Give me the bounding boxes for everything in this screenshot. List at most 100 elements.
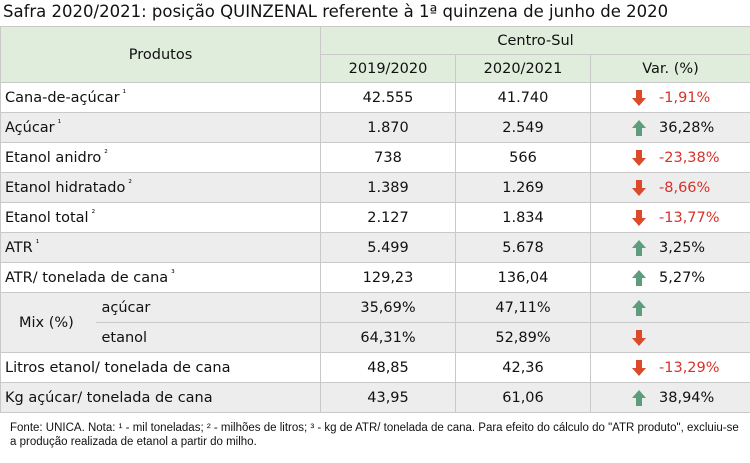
header-row: 2019/2020 2020/2021 Var. (%) [1, 54, 750, 83]
header-products: Produtos [0, 26, 322, 83]
note-mark: ² [104, 149, 108, 159]
note-mark: ¹ [35, 239, 40, 249]
value-2020: 1.834 [455, 202, 592, 233]
value-2020: 2.549 [455, 112, 592, 143]
variation: -13,77% [590, 202, 750, 233]
arrow-down [632, 150, 647, 166]
arrow-shape [632, 330, 647, 346]
variation-text: 5,27% [659, 269, 706, 286]
arrow-down [632, 90, 647, 106]
product-name: Etanol hidratado [5, 180, 126, 196]
value-2020: 566 [455, 142, 592, 173]
table-row: Mix (%) açúcar 35,69% 47,11% [0, 292, 750, 353]
product-name: Cana-de-açúcar [5, 90, 120, 106]
table: Produtos Centro-Sul 2019/2020 2020/2021 … [0, 26, 750, 413]
variation-text: 3,25% [659, 239, 706, 256]
product-name: Etanol total [5, 210, 89, 226]
arrow-up [632, 300, 647, 316]
header-region: Centro-Sul [320, 26, 750, 55]
table-row: Etanol anidro ² 738 566 -23,38% [0, 142, 750, 173]
sub-product: açúcar [95, 292, 322, 323]
arrow-shape [632, 240, 647, 256]
arrow-shape [632, 180, 647, 196]
arrow-down [632, 360, 647, 376]
product: Kg açúcar/ tonelada de cana [0, 382, 322, 413]
value-2020: 52,89% [455, 322, 592, 353]
variation: -23,38% [590, 142, 750, 173]
arrow-up [632, 270, 647, 286]
table-row: etanol 64,31% 52,89% [1, 322, 750, 353]
arrow-shape [632, 210, 647, 226]
note-mark: ³ [171, 269, 175, 279]
header-column: 2019/2020 [320, 54, 457, 83]
table-row: ATR ¹ 5.499 5.678 3,25% [0, 232, 750, 263]
value-2019: 2.127 [320, 202, 457, 233]
table-row: Etanol hidratado ² 1.389 1.269 -8,66% [0, 172, 750, 203]
value-2020: 136,04 [455, 262, 592, 293]
product: Açúcar ¹ [0, 112, 322, 143]
arrow-shape [632, 90, 647, 106]
arrow-shape [632, 120, 647, 136]
product: Etanol total ² [0, 202, 322, 233]
product: Litros etanol/ tonelada de cana [0, 352, 322, 383]
variation: 5,27% [590, 262, 750, 293]
product: ATR ¹ [0, 232, 322, 263]
note-mark: ² [128, 179, 132, 189]
arrow-up [632, 240, 647, 256]
arrow-shape [632, 360, 647, 376]
sub-product: etanol [95, 322, 322, 353]
note-mark: ¹ [122, 89, 127, 99]
table-row: Kg açúcar/ tonelada de cana 43,95 61,06 38,… [0, 382, 750, 413]
value-2019: 43,95 [320, 382, 457, 413]
header-row: Produtos Centro-Sul [0, 26, 750, 83]
value-2020: 61,06 [455, 382, 592, 413]
note-mark: ² [91, 209, 96, 219]
arrow-down [632, 180, 647, 196]
value-2020: 41.740 [455, 82, 592, 113]
arrow-down [632, 330, 647, 346]
product: Etanol anidro ² [0, 142, 322, 173]
arrow-shape [632, 390, 647, 406]
product-name: ATR [5, 240, 33, 256]
product: ATR/ tonelada de cana ³ [0, 262, 322, 293]
product-name: Açúcar [5, 120, 55, 136]
footnote: Fonte: UNICA. Nota: ¹ - mil toneladas; ²… [10, 422, 739, 448]
table-row: ATR/ tonelada de cana ³ 129,23 136,04 5,27% [0, 262, 750, 293]
variation [590, 322, 750, 353]
value-2020: 1.269 [455, 172, 592, 203]
table-header: Produtos Centro-Sul 2019/2020 2020/2021 … [0, 26, 750, 83]
note-mark: ¹ [57, 119, 62, 129]
table-row: Litros etanol/ tonelada de cana 48,85 42,3… [0, 352, 750, 383]
arrow-shape [632, 150, 647, 166]
value-2019: 42.555 [320, 82, 457, 113]
table-body: Cana-de-açúcar ¹ 42.555 41.740 -1,91% Açúcar ¹… [0, 82, 750, 413]
value-2019: 1.389 [320, 172, 457, 203]
variation-text: 38,94% [659, 389, 715, 406]
value-2020: 5.678 [455, 232, 592, 263]
value-2019: 738 [320, 142, 457, 173]
table-row: Etanol total ² 2.127 1.834 -13,77% [0, 202, 750, 233]
value-2020: 47,11% [455, 292, 592, 323]
product-name: Etanol anidro [5, 150, 102, 166]
header-column: Var. (%) [590, 54, 750, 83]
arrow-up [632, 120, 647, 136]
variation: -1,91% [590, 82, 750, 113]
arrow-shape [632, 270, 647, 286]
variation: 3,25% [590, 232, 750, 263]
variation: 36,28% [590, 112, 750, 143]
variation-text: -1,91% [659, 89, 711, 106]
product: Cana-de-açúcar ¹ [0, 82, 322, 113]
variation: 38,94% [590, 382, 750, 413]
table-row: Cana-de-açúcar ¹ 42.555 41.740 -1,91% [0, 82, 750, 113]
group-label: Mix (%) [0, 292, 96, 353]
variation-text: 36,28% [659, 119, 715, 136]
product-name: Kg açúcar/ tonelada de cana [5, 389, 213, 406]
product-name: ATR/ tonelada de cana [5, 270, 169, 286]
arrow-up [632, 390, 647, 406]
value-2020: 42,36 [455, 352, 592, 383]
arrow-down [632, 210, 647, 226]
variation: -13,29% [590, 352, 750, 383]
value-2019: 1.870 [320, 112, 457, 143]
